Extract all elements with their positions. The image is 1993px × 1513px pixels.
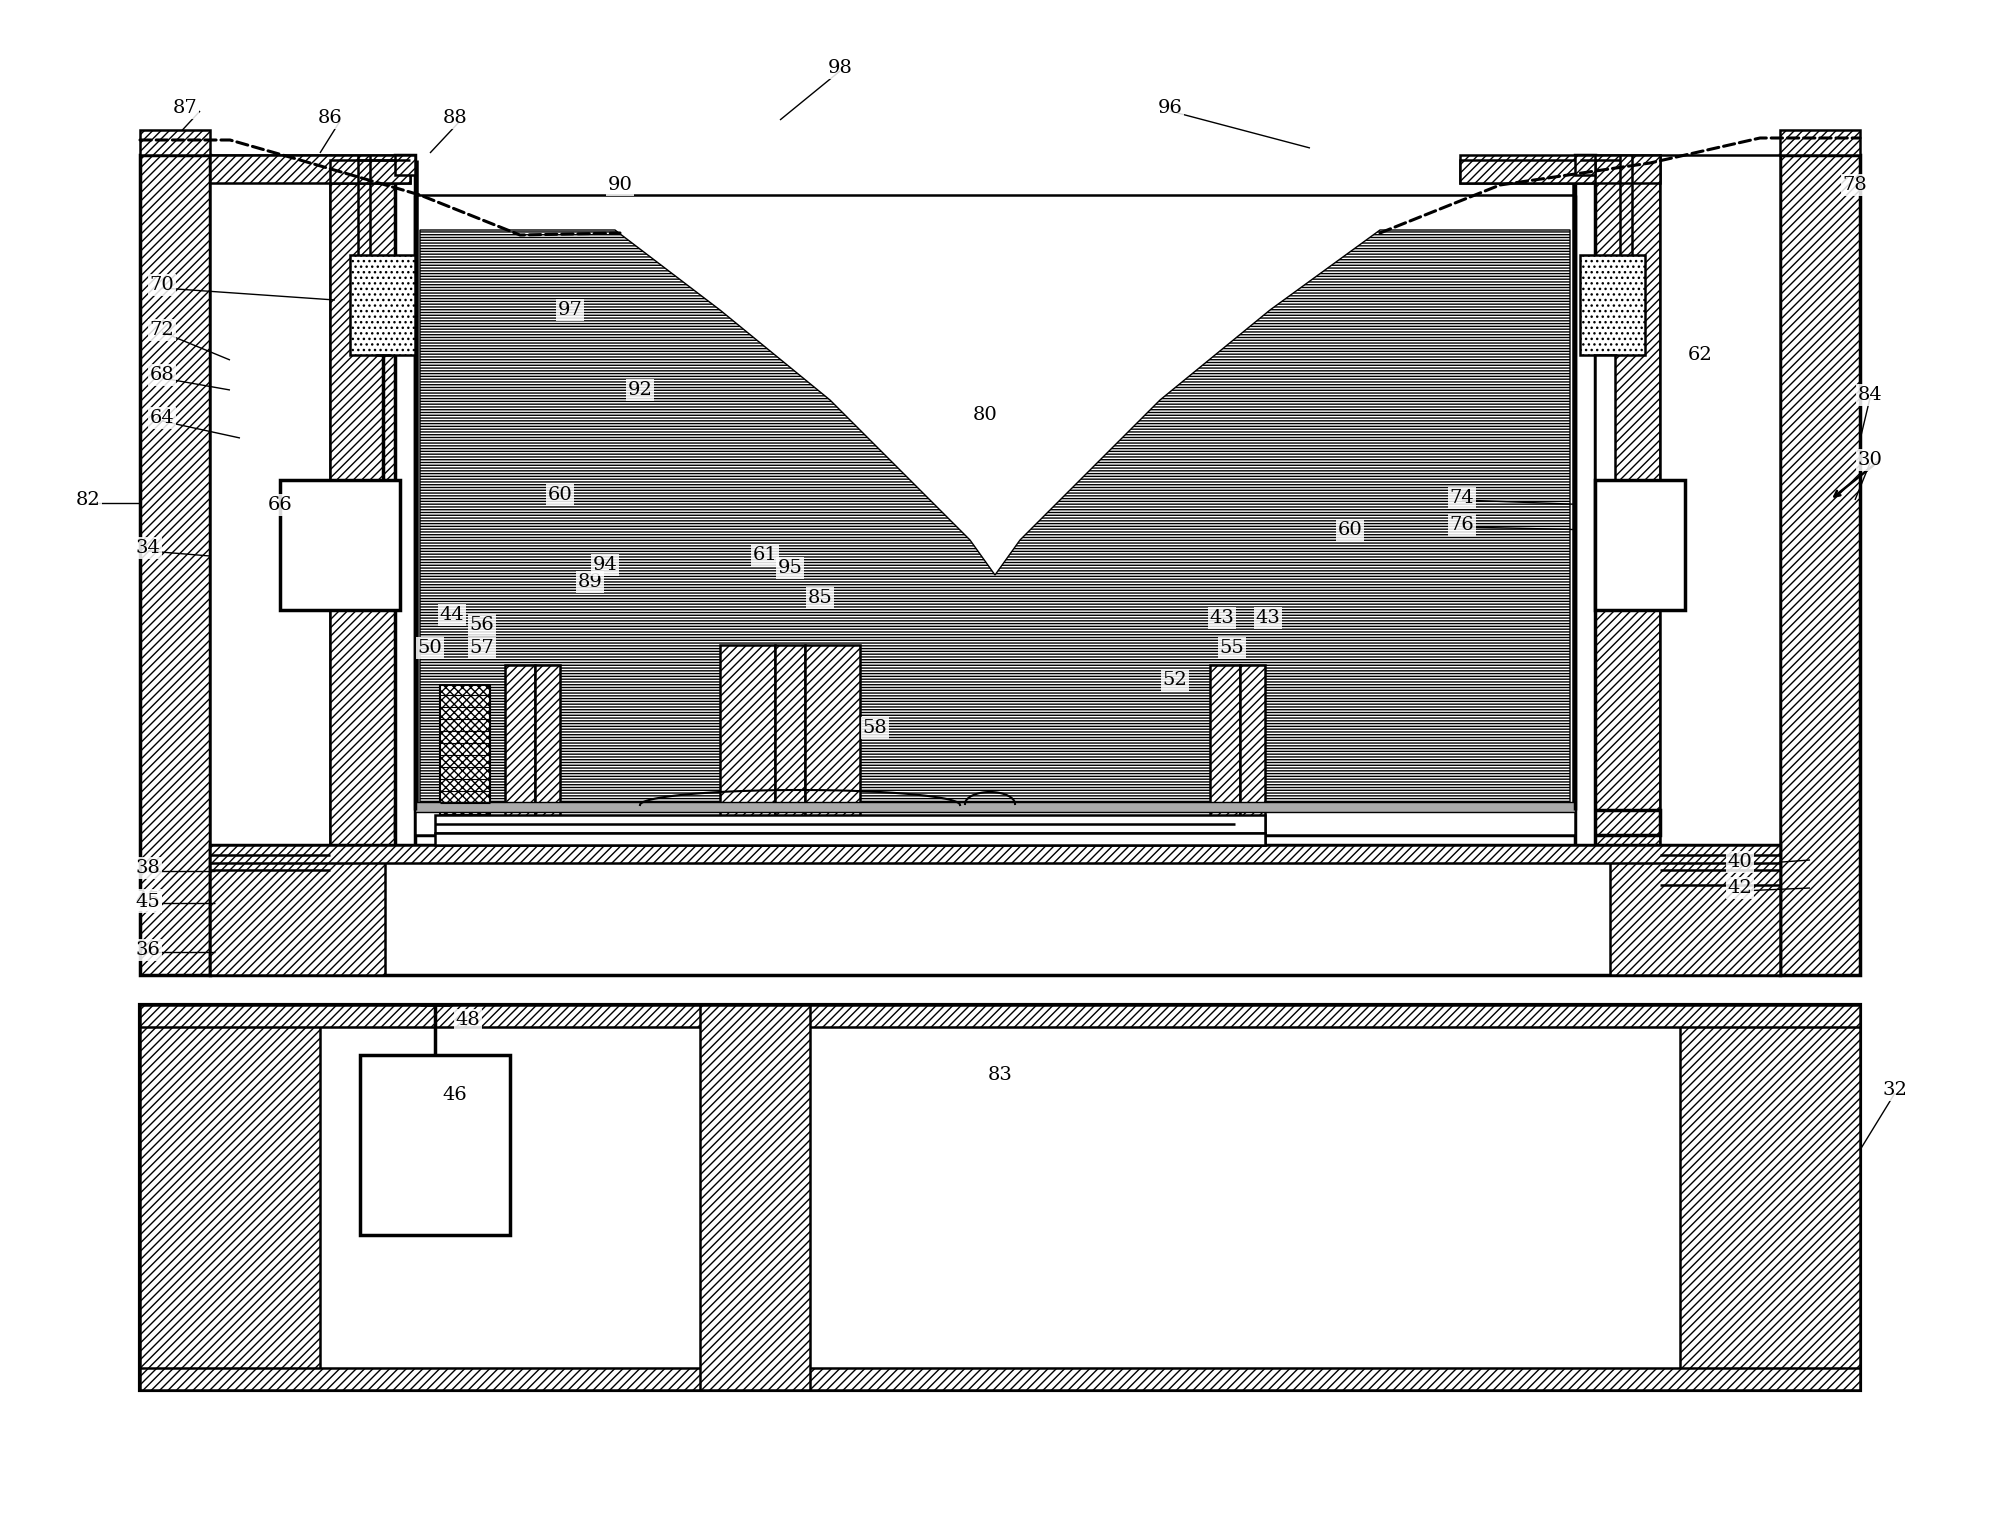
Text: 45: 45 xyxy=(136,891,159,909)
Text: 43: 43 xyxy=(1210,610,1234,626)
Text: 87: 87 xyxy=(173,98,197,117)
Text: 94: 94 xyxy=(592,555,618,573)
Text: 58: 58 xyxy=(863,719,887,737)
Text: 50: 50 xyxy=(419,638,442,657)
Text: 56: 56 xyxy=(470,616,494,634)
Bar xyxy=(434,834,1266,844)
Bar xyxy=(351,256,415,356)
Text: 97: 97 xyxy=(558,301,582,319)
Bar xyxy=(1660,154,1780,974)
Polygon shape xyxy=(421,230,1570,809)
Bar xyxy=(140,1005,1859,1390)
Text: 60: 60 xyxy=(1337,520,1363,539)
Text: 82: 82 xyxy=(76,492,100,508)
Text: 45: 45 xyxy=(136,893,159,911)
Bar xyxy=(1580,256,1644,356)
Text: 62: 62 xyxy=(1688,346,1712,365)
Text: 89: 89 xyxy=(578,573,602,592)
Text: 72: 72 xyxy=(149,321,173,339)
Bar xyxy=(415,802,1574,812)
Bar xyxy=(440,685,490,816)
Bar xyxy=(1680,1005,1859,1390)
Text: 48: 48 xyxy=(456,1011,480,1029)
Text: 44: 44 xyxy=(440,607,464,623)
Bar xyxy=(209,844,1780,974)
Bar xyxy=(140,1005,321,1390)
Bar xyxy=(775,645,805,844)
Bar xyxy=(1461,160,1594,183)
Bar xyxy=(395,154,415,176)
Text: 90: 90 xyxy=(608,176,632,194)
Text: 96: 96 xyxy=(1158,98,1182,117)
Bar xyxy=(434,816,1266,834)
Text: 40: 40 xyxy=(1728,853,1752,871)
Text: 43: 43 xyxy=(1256,610,1280,626)
Bar xyxy=(1240,666,1266,844)
Bar xyxy=(1594,480,1684,610)
Bar xyxy=(805,645,861,844)
Text: 36: 36 xyxy=(136,941,161,959)
Bar xyxy=(504,666,534,844)
Bar xyxy=(1610,844,1780,974)
Text: 57: 57 xyxy=(470,638,494,657)
Text: 68: 68 xyxy=(149,366,173,384)
Bar xyxy=(209,154,411,183)
Bar xyxy=(1594,154,1660,844)
Bar xyxy=(140,1005,1859,1027)
Text: 66: 66 xyxy=(267,496,293,514)
Text: 70: 70 xyxy=(149,275,173,294)
Text: 84: 84 xyxy=(1857,386,1881,404)
Bar xyxy=(395,809,1614,835)
Text: 86: 86 xyxy=(317,109,343,127)
Text: 88: 88 xyxy=(442,109,468,127)
Text: 85: 85 xyxy=(807,589,833,607)
Bar xyxy=(140,154,209,974)
Text: 32: 32 xyxy=(1883,1080,1907,1098)
Bar xyxy=(140,1368,1859,1390)
Bar xyxy=(719,645,775,844)
Text: 98: 98 xyxy=(827,59,853,77)
Bar xyxy=(140,130,209,154)
Text: 92: 92 xyxy=(628,381,652,399)
Text: 46: 46 xyxy=(442,1086,468,1104)
Text: 61: 61 xyxy=(753,546,777,564)
Bar xyxy=(1780,154,1859,974)
Text: 55: 55 xyxy=(1220,638,1244,657)
Text: 38: 38 xyxy=(136,859,161,878)
Bar xyxy=(209,154,331,974)
Bar xyxy=(331,154,395,844)
Text: 78: 78 xyxy=(1844,176,1867,194)
Text: 42: 42 xyxy=(1728,879,1752,897)
Bar xyxy=(700,1005,809,1390)
Bar xyxy=(209,844,1780,862)
Text: 64: 64 xyxy=(149,409,173,427)
Text: 30: 30 xyxy=(1857,451,1883,469)
Bar xyxy=(1594,356,1614,480)
Text: 52: 52 xyxy=(1162,670,1188,688)
Text: 76: 76 xyxy=(1449,516,1475,534)
Bar xyxy=(1780,130,1859,154)
Bar xyxy=(209,844,385,974)
Text: 34: 34 xyxy=(136,539,161,557)
Bar xyxy=(279,480,401,610)
Bar xyxy=(1574,154,1594,176)
Text: 60: 60 xyxy=(548,486,572,504)
Bar xyxy=(534,666,560,844)
Text: 74: 74 xyxy=(1449,489,1475,507)
Bar xyxy=(1461,154,1660,183)
Bar xyxy=(1210,666,1240,844)
Bar xyxy=(395,809,1660,835)
Bar xyxy=(395,154,415,844)
Bar xyxy=(331,160,411,183)
Text: 83: 83 xyxy=(989,1067,1012,1083)
Text: 95: 95 xyxy=(777,558,803,576)
Bar xyxy=(361,1055,510,1235)
Bar xyxy=(1574,154,1594,844)
Text: 80: 80 xyxy=(973,405,996,424)
Bar xyxy=(415,809,1574,835)
